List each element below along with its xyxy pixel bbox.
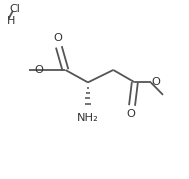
Text: O: O [152, 77, 160, 87]
Text: H: H [7, 16, 15, 26]
Text: Cl: Cl [10, 4, 21, 14]
Text: O: O [53, 33, 62, 43]
Text: O: O [35, 65, 44, 75]
Text: NH₂: NH₂ [77, 113, 99, 123]
Text: O: O [127, 109, 136, 119]
